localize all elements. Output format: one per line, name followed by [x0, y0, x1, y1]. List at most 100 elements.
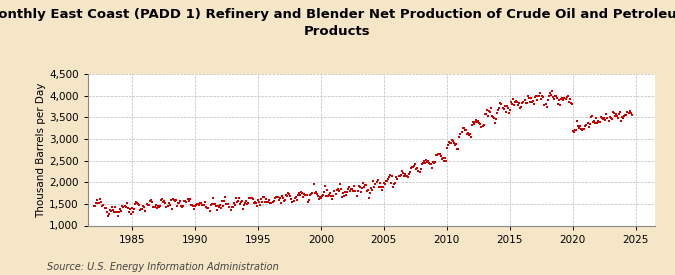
- Point: [97, 204, 108, 208]
- Point: [598, 117, 609, 121]
- Point: [495, 101, 506, 105]
- Point: [624, 109, 635, 113]
- Point: [379, 182, 390, 186]
- Point: [164, 203, 175, 207]
- Point: [198, 202, 209, 207]
- Point: [425, 162, 435, 166]
- Point: [518, 99, 529, 104]
- Point: [394, 174, 405, 178]
- Point: [241, 199, 252, 203]
- Point: [171, 204, 182, 208]
- Point: [443, 143, 454, 148]
- Point: [156, 198, 167, 202]
- Point: [165, 198, 176, 202]
- Point: [211, 204, 221, 208]
- Point: [396, 169, 407, 174]
- Point: [448, 138, 458, 143]
- Point: [114, 210, 125, 214]
- Point: [534, 93, 545, 98]
- Point: [148, 205, 159, 210]
- Point: [300, 193, 310, 197]
- Point: [526, 100, 537, 105]
- Y-axis label: Thousand Barrels per Day: Thousand Barrels per Day: [36, 82, 47, 218]
- Point: [610, 114, 620, 118]
- Point: [201, 204, 212, 209]
- Point: [483, 114, 493, 118]
- Point: [531, 94, 541, 99]
- Point: [517, 101, 528, 106]
- Point: [331, 188, 342, 192]
- Point: [96, 199, 107, 204]
- Point: [544, 91, 555, 95]
- Point: [307, 191, 318, 195]
- Point: [139, 204, 150, 209]
- Point: [464, 132, 475, 137]
- Point: [547, 88, 558, 93]
- Point: [600, 117, 611, 122]
- Point: [603, 119, 614, 123]
- Point: [292, 197, 302, 202]
- Point: [185, 202, 196, 207]
- Point: [150, 204, 161, 209]
- Point: [440, 159, 451, 163]
- Point: [453, 147, 464, 152]
- Point: [330, 191, 341, 196]
- Point: [475, 122, 486, 126]
- Point: [512, 100, 522, 104]
- Point: [555, 103, 566, 107]
- Point: [549, 93, 560, 98]
- Point: [194, 203, 205, 208]
- Point: [223, 202, 234, 206]
- Point: [601, 112, 612, 117]
- Point: [235, 202, 246, 207]
- Point: [258, 195, 269, 199]
- Point: [327, 197, 338, 201]
- Point: [323, 194, 333, 199]
- Point: [559, 96, 570, 100]
- Point: [93, 201, 104, 205]
- Point: [197, 203, 208, 207]
- Point: [308, 182, 319, 186]
- Point: [146, 199, 157, 204]
- Point: [528, 99, 539, 103]
- Point: [320, 184, 331, 188]
- Point: [169, 198, 180, 202]
- Point: [587, 120, 598, 124]
- Point: [178, 203, 189, 208]
- Point: [446, 141, 456, 145]
- Point: [445, 141, 456, 146]
- Point: [207, 196, 218, 200]
- Point: [577, 128, 588, 132]
- Point: [332, 187, 343, 192]
- Point: [581, 123, 592, 128]
- Point: [509, 103, 520, 107]
- Point: [362, 188, 373, 193]
- Point: [204, 208, 215, 213]
- Point: [497, 105, 508, 110]
- Point: [381, 179, 392, 183]
- Point: [398, 174, 409, 178]
- Point: [358, 185, 369, 190]
- Point: [563, 100, 574, 104]
- Point: [290, 195, 301, 199]
- Point: [188, 204, 198, 208]
- Point: [424, 161, 435, 165]
- Point: [436, 157, 447, 161]
- Point: [568, 130, 579, 134]
- Point: [419, 161, 430, 165]
- Point: [423, 159, 433, 163]
- Point: [372, 177, 383, 182]
- Point: [597, 116, 608, 120]
- Point: [606, 117, 617, 121]
- Point: [478, 123, 489, 128]
- Point: [561, 95, 572, 100]
- Point: [215, 202, 225, 207]
- Point: [617, 115, 628, 119]
- Point: [455, 132, 466, 137]
- Point: [474, 120, 485, 125]
- Point: [279, 198, 290, 202]
- Point: [239, 203, 250, 207]
- Point: [228, 200, 239, 205]
- Point: [483, 109, 494, 113]
- Point: [249, 200, 260, 204]
